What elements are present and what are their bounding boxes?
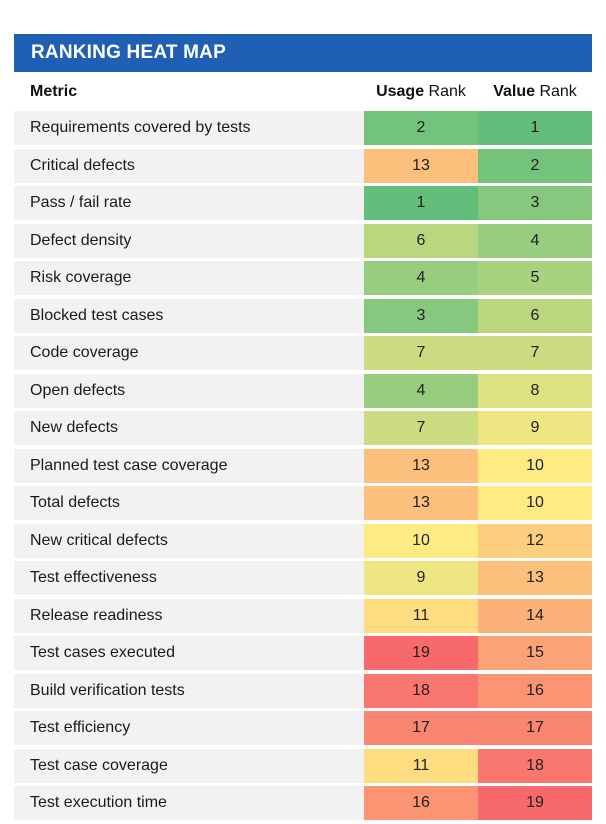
usage-rank-cell: 1	[364, 186, 478, 220]
usage-rank-cell: 4	[364, 373, 478, 408]
metric-label: Planned test case coverage	[30, 456, 228, 474]
value-rank-cell: 5	[478, 261, 592, 295]
usage-header-rest: Rank	[424, 82, 466, 100]
usage-rank-cell: 13	[364, 448, 478, 483]
value-rank-cell: 19	[478, 786, 592, 820]
usage-rank-cell: 10	[364, 523, 478, 558]
value-rank-cell: 17	[478, 711, 592, 745]
table-row: Risk coverage 4 5	[14, 261, 592, 295]
metric-label: New critical defects	[30, 531, 168, 549]
value-rank-cell: 9	[478, 411, 592, 445]
usage-rank-cell: 3	[364, 298, 478, 333]
value-rank-column-header: Value Rank	[478, 83, 592, 101]
value-header-bold: Value	[493, 82, 535, 100]
table-row: Requirements covered by tests 2 1	[14, 111, 592, 145]
table-row: Defect density 6 4	[14, 223, 592, 258]
metric-label: Test efficiency	[30, 719, 131, 736]
usage-rank-cell: 16	[364, 786, 478, 820]
metric-label: Blocked test cases	[30, 306, 164, 324]
usage-rank-cell: 17	[364, 711, 478, 745]
usage-rank-cell: 18	[364, 673, 478, 708]
table-row: Pass / fail rate 1 3	[14, 186, 592, 220]
metric-label: Pass / fail rate	[30, 194, 132, 211]
value-rank-cell: 8	[478, 373, 592, 408]
usage-rank-column-header: Usage Rank	[364, 83, 478, 101]
metric-label: Requirements covered by tests	[30, 119, 251, 136]
usage-rank-cell: 7	[364, 336, 478, 370]
metric-label: Test execution time	[30, 794, 167, 811]
table-row: Code coverage 7 7	[14, 336, 592, 370]
value-rank-cell: 7	[478, 336, 592, 370]
usage-header-bold: Usage	[376, 82, 425, 100]
usage-rank-cell: 2	[364, 111, 478, 145]
value-rank-cell: 18	[478, 748, 592, 783]
value-header-rest: Rank	[535, 82, 577, 100]
metric-label: New defects	[30, 419, 119, 436]
value-rank-cell: 10	[478, 448, 592, 483]
usage-rank-cell: 6	[364, 223, 478, 258]
usage-rank-cell: 11	[364, 598, 478, 633]
table-row: Test case coverage 11 18	[14, 748, 592, 783]
table-row: Test efficiency 17 17	[14, 711, 592, 745]
table-row: Total defects 13 10	[14, 486, 592, 520]
chart-title: RANKING HEAT MAP	[14, 34, 592, 72]
metric-label: Code coverage	[30, 344, 139, 361]
usage-rank-cell: 11	[364, 748, 478, 783]
value-rank-cell: 6	[478, 298, 592, 333]
value-rank-cell: 1	[478, 111, 592, 145]
table-row: Planned test case coverage 13 10	[14, 448, 592, 483]
table-row: New defects 7 9	[14, 411, 592, 445]
usage-rank-cell: 13	[364, 486, 478, 520]
table-row: Test cases executed 19 15	[14, 636, 592, 670]
metric-label: Critical defects	[30, 156, 135, 174]
value-rank-cell: 13	[478, 561, 592, 595]
table-row: Test execution time 16 19	[14, 786, 592, 820]
usage-rank-cell: 9	[364, 561, 478, 595]
metric-label: Test cases executed	[30, 644, 175, 661]
value-rank-cell: 4	[478, 223, 592, 258]
table-row: Blocked test cases 3 6	[14, 298, 592, 333]
metric-label: Test case coverage	[30, 756, 168, 774]
table-row: Release readiness 11 14	[14, 598, 592, 633]
heatmap-panel: RANKING HEAT MAP Metric Usage Rank Value…	[14, 34, 592, 824]
table-row: Critical defects 13 2	[14, 148, 592, 183]
table-row: Test effectiveness 9 13	[14, 561, 592, 595]
usage-rank-cell: 7	[364, 411, 478, 445]
value-rank-cell: 2	[478, 148, 592, 183]
metric-label: Release readiness	[30, 606, 163, 624]
metric-label: Risk coverage	[30, 269, 132, 286]
value-rank-cell: 16	[478, 673, 592, 708]
value-rank-cell: 14	[478, 598, 592, 633]
heatmap-rows: Requirements covered by tests 2 1 Critical …	[14, 111, 592, 820]
usage-rank-cell: 13	[364, 148, 478, 183]
metric-label: Open defects	[30, 381, 126, 399]
table-row: Open defects 4 8	[14, 373, 592, 408]
table-row: New critical defects 10 12	[14, 523, 592, 558]
value-rank-cell: 10	[478, 486, 592, 520]
metric-label: Test effectiveness	[30, 569, 157, 586]
table-row: Build verification tests 18 16	[14, 673, 592, 708]
metric-column-header: Metric	[30, 82, 78, 100]
usage-rank-cell: 4	[364, 261, 478, 295]
usage-rank-cell: 19	[364, 636, 478, 670]
header-row: Metric Usage Rank Value Rank	[14, 72, 592, 111]
metric-label: Defect density	[30, 231, 132, 249]
metric-label: Total defects	[30, 494, 120, 511]
value-rank-cell: 15	[478, 636, 592, 670]
metric-label: Build verification tests	[30, 681, 185, 699]
value-rank-cell: 12	[478, 523, 592, 558]
value-rank-cell: 3	[478, 186, 592, 220]
